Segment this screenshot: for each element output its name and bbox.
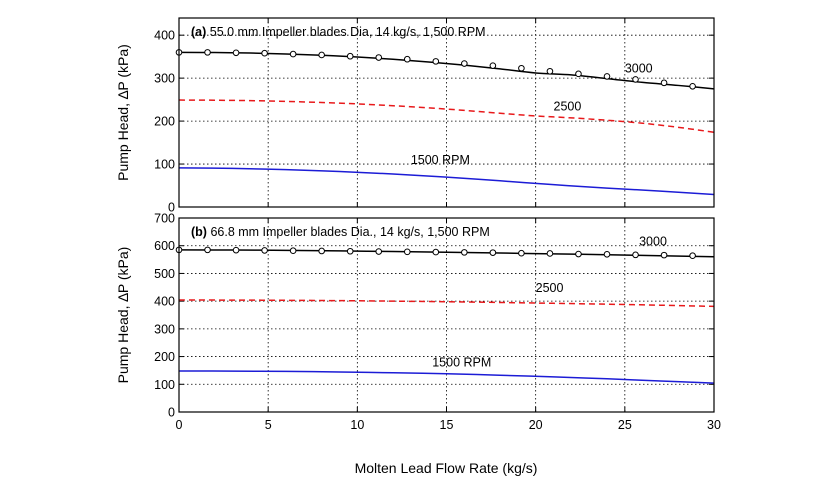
panel-title-text: 66.8 mm Impeller blades Dia., 14 kg/s, 1… (210, 225, 489, 239)
x-tick-label: 30 (707, 418, 721, 432)
data-point (318, 247, 325, 255)
data-point (289, 50, 297, 58)
series-line-1500-rpm (178, 167, 715, 196)
data-point (461, 60, 468, 67)
data-point (546, 67, 554, 75)
panel-a: 0 100 200 300 400 Pump Head, ∆P (kPa) 3000 2500… (115, 17, 715, 215)
y-tick-label: 100 (154, 158, 175, 172)
panel-title-a: (a) 55.0 mm Impeller blades Dia, 14 kg/s… (191, 25, 486, 39)
panel-title-b: (b) 66.8 mm Impeller blades Dia., 14 kg/… (191, 225, 490, 239)
series-line-2500 (178, 299, 715, 308)
data-point (489, 249, 497, 256)
y-tick-label: 300 (154, 322, 175, 336)
x-tick-label: 10 (350, 418, 364, 432)
x-tick-label: 15 (440, 418, 454, 432)
data-point (346, 52, 354, 60)
series-line-3000 (178, 51, 715, 90)
y-tick-label: 0 (168, 201, 175, 215)
x-tick-label: 0 (176, 418, 183, 432)
series-line-3000 (178, 249, 715, 258)
data-point (518, 64, 525, 72)
data-point (660, 251, 668, 259)
y-tick-label: 0 (168, 406, 175, 420)
panel-b: 0 100 200 300 400 500 600 700 0 5 10 15 20 25 30 Pump H… (115, 212, 721, 433)
data-point (232, 49, 240, 57)
data-point (603, 251, 611, 258)
data-point (632, 76, 639, 83)
data-point (403, 248, 411, 256)
data-point (261, 247, 268, 254)
data-point (289, 247, 297, 255)
data-point (375, 248, 383, 255)
x-tick-label: 25 (618, 418, 632, 432)
y-tick-label: 600 (154, 239, 175, 253)
data-point (403, 55, 411, 63)
data-point (432, 248, 440, 256)
y-tick-label: 400 (154, 29, 175, 43)
series-label-1500-rpm: 1500 RPM (411, 153, 470, 167)
y-tick-label: 700 (154, 212, 175, 226)
panel-tag: (a) (191, 25, 210, 39)
y-axis-label: Pump Head, ∆P (kPa) (115, 247, 131, 384)
data-point (603, 73, 611, 80)
y-tick-label: 300 (154, 72, 175, 86)
y-axis-label: Pump Head, ∆P (kPa) (115, 44, 131, 181)
data-point (432, 58, 440, 65)
series-label-2500: 2500 (536, 281, 564, 295)
y-tick-label: 100 (154, 378, 175, 392)
y-tick-label: 200 (154, 115, 175, 129)
data-point (489, 62, 497, 69)
data-point (375, 54, 383, 61)
data-point (204, 246, 211, 254)
data-point (660, 79, 668, 87)
data-point (318, 51, 325, 59)
series-label-2500: 2500 (554, 99, 582, 113)
data-point (575, 250, 582, 258)
panel-frame (178, 17, 715, 208)
data-point (575, 70, 582, 78)
series-line-1500-rpm (178, 370, 715, 384)
series-label-3000: 3000 (639, 235, 667, 249)
series-label-1500-rpm: 1500 RPM (432, 355, 491, 369)
y-tick-label: 500 (154, 267, 175, 281)
data-point (632, 251, 639, 259)
data-point (346, 247, 354, 255)
x-tick-label: 5 (265, 418, 272, 432)
data-point (518, 249, 525, 257)
data-point (204, 49, 211, 56)
y-tick-label: 400 (154, 295, 175, 309)
data-point (546, 250, 554, 257)
data-point (689, 252, 696, 259)
y-tick-label: 200 (154, 350, 175, 364)
panel-frame (178, 217, 715, 413)
data-point (261, 49, 268, 57)
series-label-3000: 3000 (625, 62, 653, 76)
panel-title-text: 55.0 mm Impeller blades Dia, 14 kg/s, 1,… (210, 25, 486, 39)
data-point (689, 82, 696, 90)
panel-tag: (b) (191, 225, 210, 239)
data-point (461, 249, 468, 256)
x-tick-label: 20 (529, 418, 543, 432)
data-point (232, 246, 240, 254)
x-axis-label: Molten Lead Flow Rate (kg/s) (355, 460, 538, 476)
